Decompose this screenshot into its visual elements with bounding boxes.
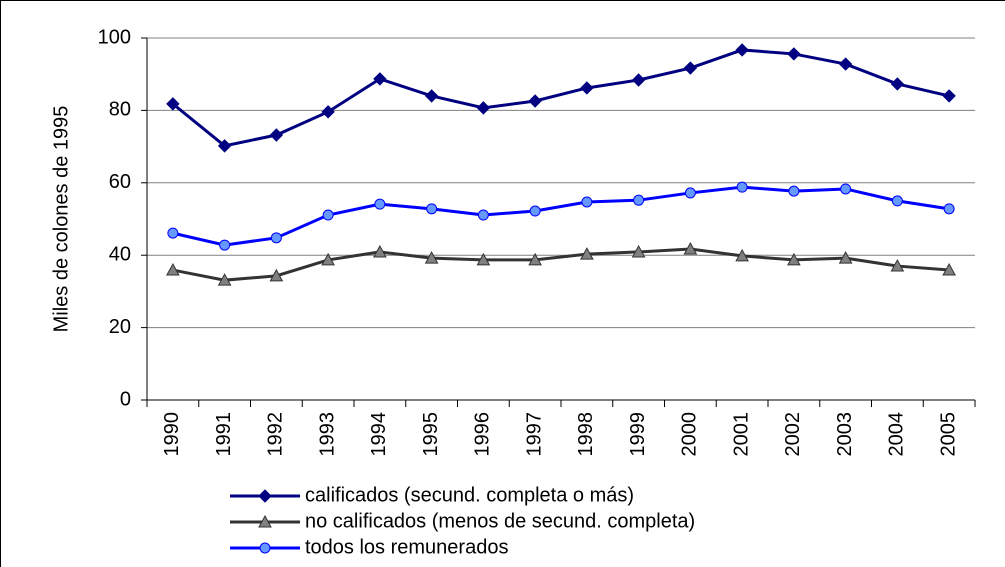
- x-tick-label: 1999: [627, 412, 649, 457]
- legend-label: calificados (secund. completa o más): [305, 484, 634, 506]
- data-point: [166, 97, 180, 111]
- data-point: [891, 195, 903, 207]
- data-point: [476, 101, 491, 115]
- data-point: [529, 205, 541, 217]
- y-axis-title: Miles de colones de 1995: [50, 106, 72, 333]
- x-tick-label: 1998: [575, 412, 597, 457]
- x-tick-label: 1991: [213, 412, 235, 457]
- data-point: [269, 128, 284, 142]
- y-tick-label: 60: [109, 171, 131, 193]
- series-line: [172, 185, 950, 247]
- y-tick-label: 20: [109, 316, 131, 338]
- x-tick-label: 2005: [937, 412, 959, 457]
- data-point: [322, 209, 334, 221]
- x-tick-label: 2001: [730, 412, 752, 457]
- data-point: [476, 252, 491, 266]
- data-point: [269, 268, 284, 282]
- data-point: [735, 43, 749, 57]
- series-line: [171, 48, 950, 148]
- x-tick-label: 2000: [679, 412, 701, 457]
- y-tick-label: 40: [109, 243, 131, 265]
- data-point: [788, 185, 800, 197]
- data-point: [631, 244, 646, 258]
- data-point: [528, 94, 542, 108]
- data-point: [426, 203, 438, 215]
- data-point: [477, 209, 489, 221]
- data-point: [943, 203, 955, 215]
- data-point: [787, 47, 801, 61]
- data-point: [838, 251, 853, 264]
- data-point: [321, 252, 335, 266]
- data-point: [684, 187, 696, 199]
- data-point: [683, 242, 698, 255]
- legend-marker: [258, 489, 272, 503]
- x-tick-label: 1995: [420, 412, 442, 457]
- x-tick-label: 1994: [368, 412, 390, 457]
- series-line: [172, 247, 950, 282]
- y-tick-label: 100: [98, 26, 131, 48]
- data-point: [374, 198, 386, 210]
- data-point: [890, 259, 905, 272]
- x-tick-label: 1996: [472, 412, 494, 457]
- x-tick-label: 1997: [523, 412, 545, 457]
- data-point: [270, 232, 282, 244]
- legend-label: todos los remunerados: [305, 536, 508, 558]
- x-tick-label: 1993: [316, 412, 338, 457]
- data-point: [217, 139, 232, 153]
- legend-label: no calificados (menos de secund. complet…: [305, 510, 695, 532]
- data-point: [942, 262, 956, 276]
- legend-marker: [259, 542, 271, 554]
- data-point: [631, 73, 646, 87]
- data-point: [735, 248, 749, 262]
- data-point: [840, 183, 852, 195]
- data-point: [167, 227, 179, 239]
- x-tick-label: 2002: [782, 412, 804, 457]
- data-point: [424, 89, 439, 103]
- x-tick-label: 1992: [265, 412, 287, 457]
- data-point: [219, 239, 231, 251]
- y-tick-label: 80: [109, 99, 131, 121]
- x-tick-label: 1990: [161, 412, 183, 457]
- legend-marker: [258, 514, 272, 528]
- data-point: [321, 105, 335, 119]
- data-point: [838, 57, 853, 71]
- data-point: [373, 72, 387, 86]
- data-point: [217, 273, 232, 286]
- data-point: [166, 262, 180, 276]
- data-point: [581, 196, 593, 208]
- x-tick-label: 2004: [886, 412, 908, 457]
- data-point: [633, 194, 645, 206]
- data-point: [683, 61, 698, 75]
- data-point: [424, 251, 439, 264]
- data-point: [580, 81, 594, 95]
- x-tick-label: 2003: [834, 412, 856, 457]
- data-point: [736, 181, 748, 193]
- data-point: [580, 247, 594, 260]
- data-point: [787, 252, 801, 266]
- data-point: [942, 89, 956, 103]
- y-tick-label: 0: [120, 388, 131, 410]
- data-point: [890, 77, 905, 91]
- data-point: [373, 244, 387, 258]
- data-point: [528, 252, 542, 266]
